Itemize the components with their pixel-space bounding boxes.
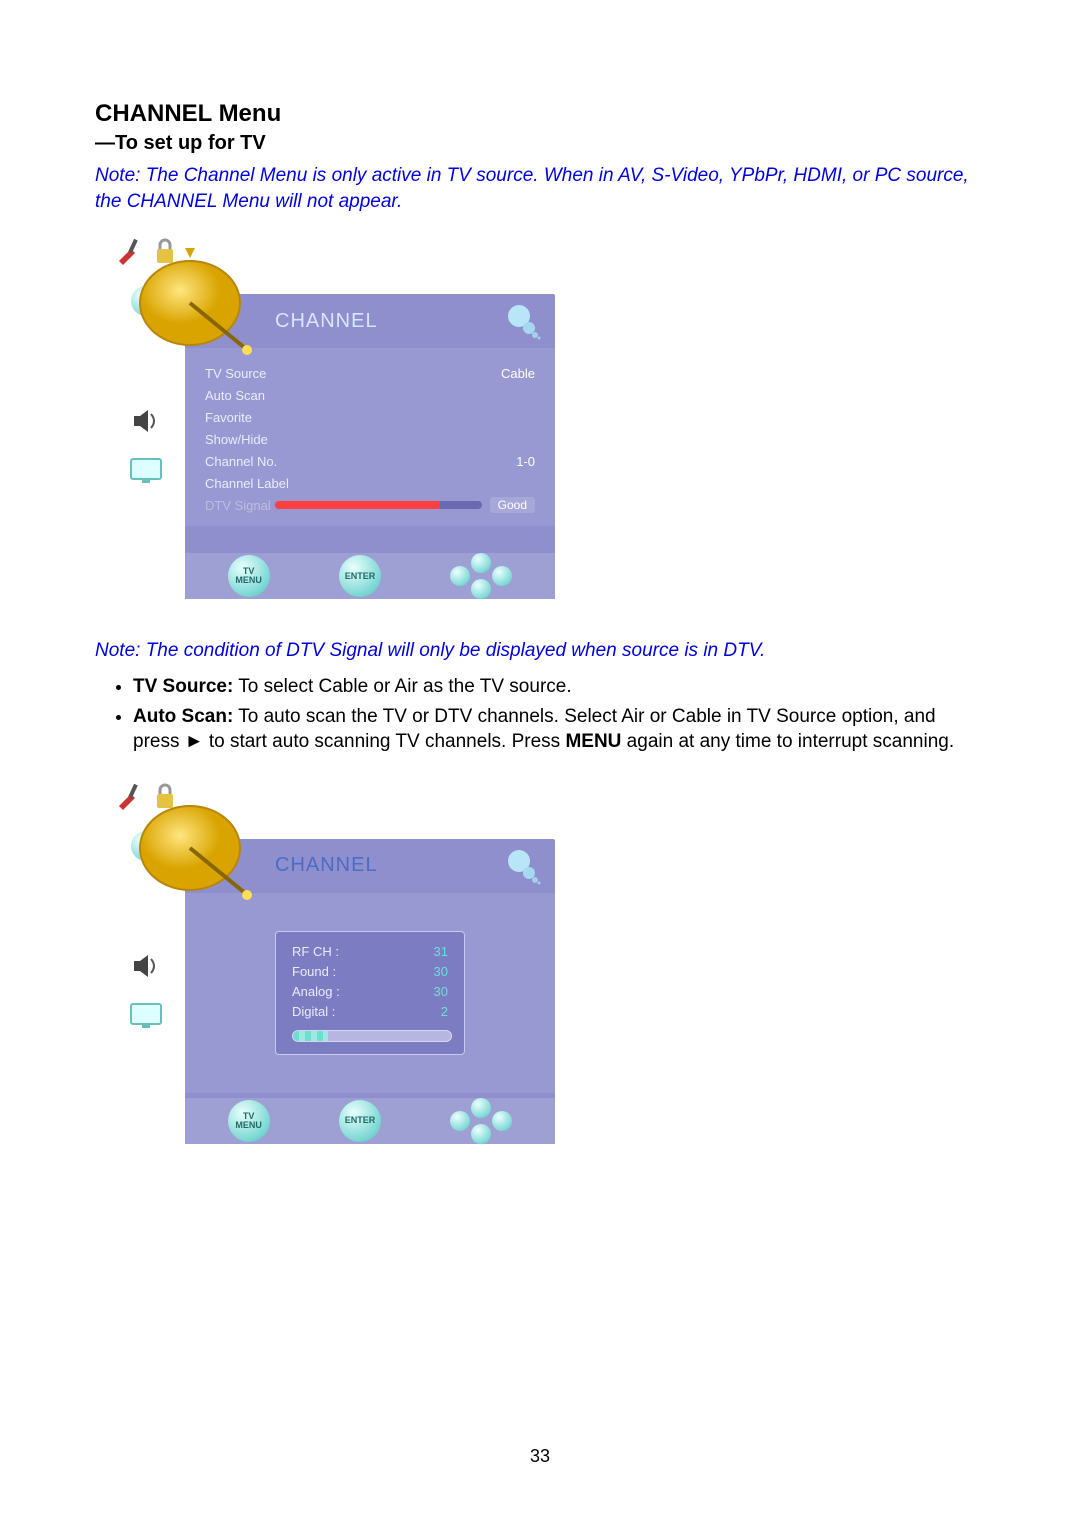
arrow-down-icon[interactable] [471, 1124, 491, 1144]
bullet-list: TV Source: To select Cable or Air as the… [95, 674, 985, 755]
speaker-icon [132, 953, 160, 979]
enter-button[interactable]: ENTER [339, 1100, 381, 1142]
note-2: Note: The condition of DTV Signal will o… [95, 638, 985, 664]
monitor-icon [130, 1003, 162, 1029]
channel-menu-screenshot-1: CHANNEL TV Source Cable Auto Scan Favorit… [95, 224, 555, 624]
arrow-up-icon[interactable] [471, 1098, 491, 1118]
scan-value: 30 [420, 964, 448, 979]
osd-scan-body: RF CH : 31 Found : 30 Analog : 30 Digital :… [185, 893, 555, 1093]
scan-value: 30 [420, 984, 448, 999]
dtv-signal-label: DTV Signal [205, 498, 271, 513]
list-item: TV Source: To select Cable or Air as the… [133, 674, 985, 700]
menu-item-label: TV Source [205, 366, 266, 381]
list-item: Auto Scan: To auto scan the TV or DTV ch… [133, 704, 985, 755]
scan-label: RF CH : [292, 944, 339, 959]
channel-menu-screenshot-2: CHANNEL RF CH : 31 Found : 30 Analog : 30 D… [95, 769, 555, 1169]
menu-item-value: 1-0 [516, 454, 535, 469]
page-number: 33 [0, 1446, 1080, 1467]
monitor-icon [130, 458, 162, 484]
arrow-up-icon[interactable] [471, 553, 491, 573]
osd-menu-items: TV Source Cable Auto Scan Favorite Show/H… [185, 348, 555, 526]
scan-status-box: RF CH : 31 Found : 30 Analog : 30 Digital :… [275, 931, 465, 1055]
bullet-bold: MENU [565, 731, 621, 752]
enter-button[interactable]: ENTER [339, 555, 381, 597]
menu-item-label: Auto Scan [205, 388, 265, 403]
arrow-right-icon[interactable] [492, 566, 512, 586]
nav-arrows[interactable] [450, 1100, 512, 1142]
page-title: CHANNEL Menu [95, 100, 985, 128]
menu-item-label: Favorite [205, 410, 252, 425]
scan-progress-bar [292, 1030, 452, 1042]
arrow-down-icon[interactable] [471, 579, 491, 599]
scan-value: 31 [420, 944, 448, 959]
dish-icon [135, 248, 265, 358]
dish-icon [135, 793, 265, 903]
osd-title: CHANNEL [275, 854, 378, 877]
arrow-right-icon[interactable] [492, 1111, 512, 1131]
arrow-left-icon[interactable] [450, 566, 470, 586]
menu-item-label: Channel Label [205, 476, 289, 491]
bullet-text: To select Cable or Air as the TV source. [233, 676, 571, 697]
menu-item-label: Channel No. [205, 454, 277, 469]
osd-footer: TV MENU ENTER [185, 1098, 555, 1144]
osd-footer: TV MENU ENTER [185, 553, 555, 599]
speaker-icon [132, 408, 160, 434]
bubbles-icon [485, 302, 541, 342]
scan-label: Analog : [292, 984, 340, 999]
bullet-text: again at any time to interrupt scanning. [621, 731, 954, 752]
scan-label: Digital : [292, 1004, 335, 1019]
signal-bar [275, 501, 482, 509]
bubbles-icon [485, 847, 541, 887]
note-1: Note: The Channel Menu is only active in… [95, 163, 985, 214]
bullet-bold: Auto Scan: [133, 706, 233, 727]
menu-item-value: Cable [501, 366, 535, 381]
tv-menu-button[interactable]: TV MENU [228, 555, 270, 597]
nav-arrows[interactable] [450, 555, 512, 597]
scan-label: Found : [292, 964, 336, 979]
osd-title: CHANNEL [275, 310, 378, 333]
scan-value: 2 [427, 1004, 448, 1019]
dtv-signal-value: Good [490, 497, 535, 513]
arrow-left-icon[interactable] [450, 1111, 470, 1131]
bullet-bold: TV Source: [133, 676, 233, 697]
menu-item-label: Show/Hide [205, 432, 268, 447]
tv-menu-button[interactable]: TV MENU [228, 1100, 270, 1142]
page-subtitle: —To set up for TV [95, 132, 985, 155]
